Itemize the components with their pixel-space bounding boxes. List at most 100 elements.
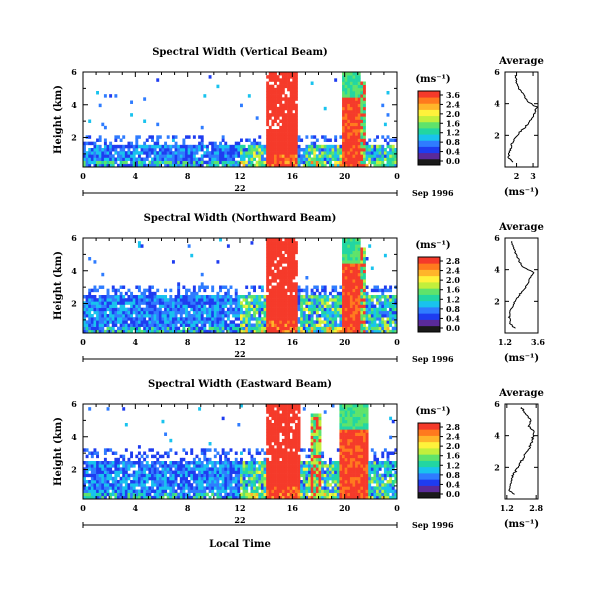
heat-cell: [253, 457, 256, 462]
heat-cell: [271, 407, 275, 411]
heat-cell: [287, 329, 291, 334]
heat-cell: [336, 467, 340, 471]
heat-cell: [234, 492, 238, 497]
heat-cell: [268, 282, 272, 286]
heat-cell: [122, 163, 126, 168]
heat-cell: [308, 163, 311, 168]
heat-cell: [271, 310, 275, 315]
heat-cell: [98, 329, 102, 334]
heat-cell: [289, 113, 293, 117]
heat-cell: [255, 298, 259, 302]
heat-cell: [355, 160, 359, 165]
heat-cell: [96, 157, 99, 161]
heat-cell: [284, 442, 288, 446]
heat-cell: [151, 495, 154, 500]
heat-cell: [344, 132, 348, 136]
heat-cell: [292, 457, 296, 462]
heat-cell: [365, 304, 369, 308]
heat-cell: [331, 307, 335, 312]
heat-cell: [342, 323, 345, 327]
heat-cell: [90, 473, 94, 478]
heat-cell: [279, 429, 283, 433]
heat-cell: [122, 157, 126, 161]
heat-cell: [203, 451, 207, 455]
heat-cell: [145, 480, 149, 484]
heat-cell: [344, 272, 348, 277]
heat-cell: [357, 320, 361, 324]
heat-cell: [140, 480, 144, 484]
heat-cell: [145, 154, 149, 158]
heat-cell: [213, 470, 217, 474]
heat-cell: [195, 298, 199, 302]
heat-cell: [357, 291, 361, 296]
heat-cell: [389, 307, 393, 312]
heat-cell: [292, 304, 296, 308]
heat-cell: [98, 148, 102, 152]
heat-cell: [266, 94, 270, 98]
heat-cell: [294, 148, 298, 152]
heat-cell: [111, 492, 115, 497]
heat-cell: [242, 489, 246, 493]
heat-cell: [389, 144, 393, 149]
heat-cell: [106, 320, 110, 324]
heat-cell: [226, 317, 230, 321]
heat-cell: [268, 445, 272, 449]
heat-cell: [321, 285, 325, 289]
heat-cell: [177, 483, 181, 487]
heat-cell: [342, 81, 345, 85]
heat-cell: [130, 295, 134, 299]
heat-cell: [93, 298, 97, 302]
heat-cell: [344, 282, 348, 286]
heat-cell: [145, 489, 149, 493]
heat-cell: [323, 160, 327, 165]
heat-cell: [250, 298, 254, 302]
heat-cell: [140, 310, 144, 315]
heat-cell: [276, 160, 280, 165]
heat-cell: [187, 470, 191, 474]
heat-cell: [171, 495, 175, 500]
heat-cell: [208, 486, 212, 490]
heat-cell: [182, 457, 186, 462]
heat-cell: [281, 404, 285, 408]
heat-cell: [342, 260, 345, 264]
heat-cell: [242, 304, 246, 308]
heat-cell: [200, 464, 204, 468]
heat-cell: [182, 285, 186, 289]
heat-cell: [271, 72, 275, 76]
heat-cell: [145, 461, 149, 465]
heat-cell: [85, 464, 89, 468]
heat-cell: [274, 87, 277, 92]
heat-cell: [187, 301, 191, 305]
heat-cell: [93, 151, 97, 155]
heat-cell: [342, 91, 345, 95]
heat-cell: [321, 154, 325, 158]
heat-cell: [122, 298, 126, 302]
heat-cell: [250, 157, 254, 161]
heat-cell: [274, 329, 277, 334]
heat-cell: [357, 238, 361, 242]
heat-cell: [140, 307, 144, 312]
heat-cell: [297, 307, 301, 312]
heat-cell: [166, 135, 170, 139]
heat-cell: [169, 492, 173, 497]
heat-cell: [302, 323, 306, 327]
heat-cell: [263, 314, 267, 318]
heat-cell: [287, 288, 291, 293]
heat-cell: [305, 301, 309, 305]
heat-cell: [237, 148, 241, 152]
heat-cell: [111, 489, 115, 493]
heat-cell: [276, 404, 280, 408]
heat-cell: [161, 320, 165, 324]
heat-cell: [88, 314, 92, 318]
heat-cell: [349, 304, 353, 308]
heat-cell: [289, 304, 293, 308]
heat-cell: [171, 461, 175, 465]
heat-cell: [347, 253, 351, 258]
heat-cell: [289, 276, 293, 280]
heat-cell: [305, 470, 309, 474]
heat-cell: [117, 310, 120, 315]
heat-cell: [302, 480, 306, 484]
heat-cell: [203, 486, 207, 490]
heat-cell: [240, 314, 243, 318]
heat-cell: [164, 304, 168, 308]
